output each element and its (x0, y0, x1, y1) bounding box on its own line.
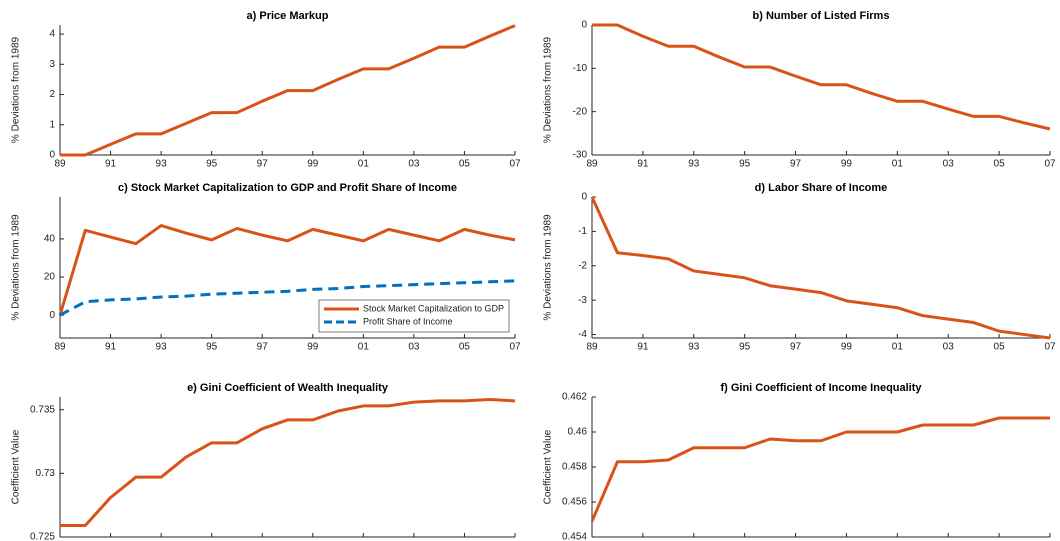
x-tick-label: 97 (257, 342, 269, 353)
x-tick-label: 91 (105, 342, 117, 353)
panel-title: c) Stock Market Capitalization to GDP an… (118, 182, 457, 194)
x-tick-label: 01 (358, 342, 370, 353)
x-tick-label: 99 (841, 159, 853, 170)
panel-title: f) Gini Coefficient of Income Inequality (720, 382, 922, 394)
legend: Stock Market Capitalization to GDP Profit… (318, 299, 510, 333)
y-tick-label: -10 (573, 63, 588, 74)
panel-title: b) Number of Listed Firms (753, 10, 890, 22)
y-tick-label: -3 (578, 295, 587, 306)
y-axis-label: Coefficient Value (11, 429, 22, 504)
y-tick-label: -4 (578, 329, 587, 340)
x-tick-label: 05 (994, 159, 1006, 170)
y-tick-label: 0.725 (30, 532, 55, 541)
y-tick-label: 0.46 (568, 427, 588, 438)
y-tick-label: 0 (581, 192, 587, 203)
y-tick-label: 0.458 (562, 462, 587, 473)
series-line (590, 416, 1050, 522)
panel: a) Price Markup% Deviations from 1989012… (11, 10, 521, 170)
y-tick-label: 0 (49, 150, 55, 161)
x-tick-label: 91 (637, 342, 649, 353)
series-line (59, 279, 516, 317)
legend-label: Profit Share of Income (363, 316, 453, 326)
x-tick-label: 99 (307, 159, 319, 170)
x-tick-label: 89 (54, 159, 66, 170)
panel: f) Gini Coefficient of Income Inequality… (543, 382, 1056, 541)
x-tick-label: 03 (943, 342, 955, 353)
x-tick-label: 95 (739, 342, 751, 353)
x-tick-label: 07 (1044, 342, 1056, 353)
x-tick-label: 05 (459, 159, 471, 170)
x-tick-label: 03 (943, 159, 955, 170)
x-tick-label: 99 (841, 342, 853, 353)
y-tick-label: 0.454 (562, 532, 587, 541)
x-tick-label: 95 (206, 159, 218, 170)
panel-title: a) Price Markup (247, 10, 329, 22)
y-axis-label: % Deviations from 1989 (543, 214, 554, 321)
x-tick-label: 89 (586, 342, 598, 353)
x-tick-label: 91 (105, 159, 117, 170)
legend-label: Stock Market Capitalization to GDP (363, 303, 504, 313)
x-tick-label: 93 (156, 342, 168, 353)
x-tick-label: 97 (790, 159, 802, 170)
x-tick-label: 93 (688, 342, 700, 353)
y-tick-label: 2 (49, 89, 55, 100)
x-tick-label: 07 (509, 342, 521, 353)
y-tick-label: 0.73 (36, 468, 56, 479)
panel-title: e) Gini Coefficient of Wealth Inequality (187, 382, 389, 394)
panel-title: d) Labor Share of Income (755, 182, 888, 194)
panel: d) Labor Share of Income % Deviations fro… (543, 182, 1056, 353)
y-axis-label: % Deviations from 1989 (11, 214, 22, 321)
y-tick-label: -20 (573, 106, 588, 117)
x-tick-label: 03 (408, 342, 420, 353)
y-tick-label: 1 (49, 119, 55, 130)
y-axis-label: Coefficient Value (543, 429, 554, 504)
x-tick-label: 95 (739, 159, 751, 170)
series-line (592, 23, 1051, 131)
x-tick-label: 89 (586, 159, 598, 170)
x-tick-label: 03 (408, 159, 420, 170)
y-tick-label: 0 (49, 310, 55, 321)
y-tick-label: -2 (578, 260, 587, 271)
x-tick-label: 07 (1044, 159, 1056, 170)
x-tick-label: 05 (994, 342, 1006, 353)
x-tick-label: 97 (790, 342, 802, 353)
x-tick-label: 93 (688, 159, 700, 170)
series-line (60, 398, 516, 528)
x-tick-label: 97 (257, 159, 269, 170)
x-tick-label: 05 (459, 342, 471, 353)
y-axis-label: % Deviations from 1989 (11, 36, 22, 143)
y-axis-label: % Deviations from 1989 (543, 36, 554, 143)
y-tick-label: 0.456 (562, 497, 587, 508)
x-tick-label: 01 (892, 159, 904, 170)
y-tick-label: 20 (44, 272, 56, 283)
y-tick-label: 0 (581, 20, 587, 31)
x-tick-label: 01 (892, 342, 904, 353)
y-tick-label: 3 (49, 59, 55, 70)
series-line (590, 196, 1051, 340)
y-tick-label: 4 (49, 29, 55, 40)
panel: b) Number of Listed Firms % Deviations fr… (543, 10, 1056, 170)
x-tick-label: 91 (637, 159, 649, 170)
y-tick-label: 0.735 (30, 404, 55, 415)
series-line (58, 224, 516, 316)
x-tick-label: 01 (358, 159, 370, 170)
panel: e) Gini Coefficient of Wealth Inequality… (11, 382, 521, 541)
y-tick-label: -30 (573, 150, 588, 161)
y-tick-label: 0.462 (562, 392, 587, 403)
x-tick-label: 95 (206, 342, 218, 353)
panel: c) Stock Market Capitalization to GDP an… (11, 182, 521, 353)
legend-box (318, 299, 510, 333)
series-line (60, 24, 516, 157)
x-tick-label: 99 (307, 342, 319, 353)
y-tick-label: -1 (578, 226, 587, 237)
x-tick-label: 89 (54, 342, 66, 353)
x-tick-label: 07 (509, 159, 521, 170)
x-tick-label: 93 (156, 159, 168, 170)
y-tick-label: 40 (44, 234, 56, 245)
